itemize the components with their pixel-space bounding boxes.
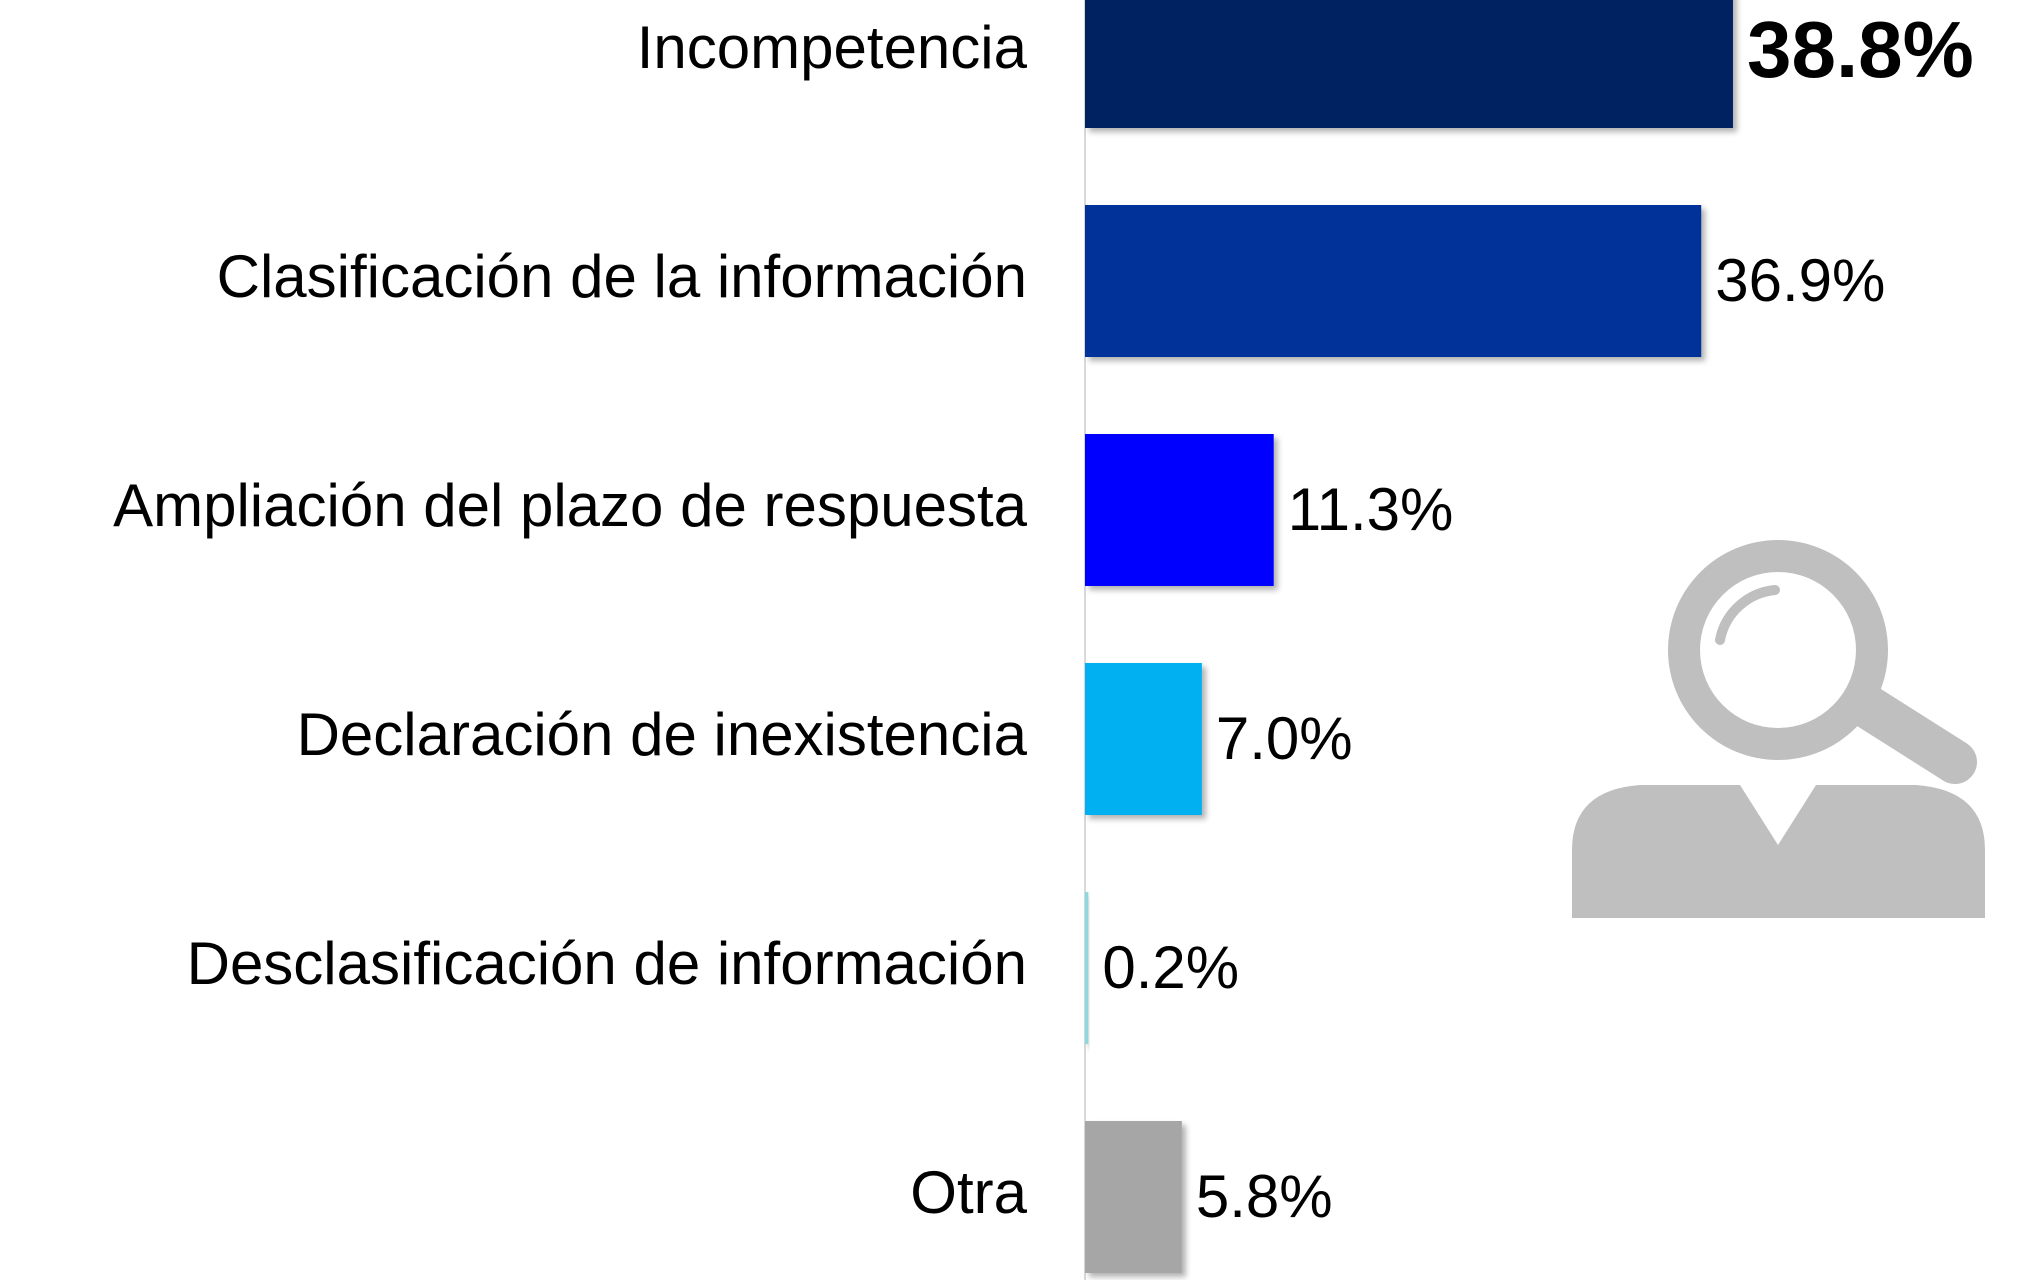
category-label: Desclasificación de información [187,930,1027,997]
bar [1085,434,1274,586]
bar [1085,0,1733,128]
bar [1085,663,1202,815]
category-label: Incompetencia [637,14,1028,81]
value-label: 0.2% [1102,934,1239,1001]
value-label: 5.8% [1196,1163,1333,1230]
value-label: 7.0% [1216,705,1353,772]
bar [1085,1121,1182,1273]
category-label: Declaración de inexistencia [297,701,1028,768]
bar [1085,205,1702,357]
category-label: Otra [910,1159,1027,1226]
category-label: Ampliación del plazo de respuesta [113,472,1028,539]
person-icon [1572,540,1985,918]
value-label: 36.9% [1715,247,1885,314]
category-label: Clasificación de la información [217,243,1027,310]
value-label: 11.3% [1288,476,1454,543]
value-label: 38.8% [1747,5,1974,94]
bar [1085,892,1089,1044]
